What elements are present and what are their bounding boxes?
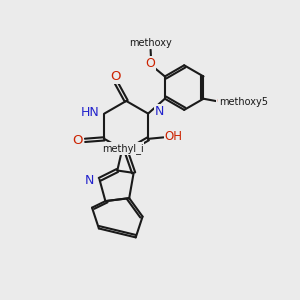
Text: methoxy: methoxy	[129, 38, 172, 48]
Text: O: O	[217, 94, 226, 108]
Text: N: N	[154, 105, 164, 118]
Text: O: O	[73, 134, 83, 147]
Text: O: O	[146, 57, 155, 70]
Text: OH: OH	[164, 130, 182, 143]
Text: HN: HN	[81, 106, 100, 118]
Text: O: O	[111, 70, 121, 83]
Text: N: N	[85, 173, 94, 187]
Text: methyl_i: methyl_i	[102, 143, 143, 154]
Text: methoxy5: methoxy5	[219, 97, 268, 107]
